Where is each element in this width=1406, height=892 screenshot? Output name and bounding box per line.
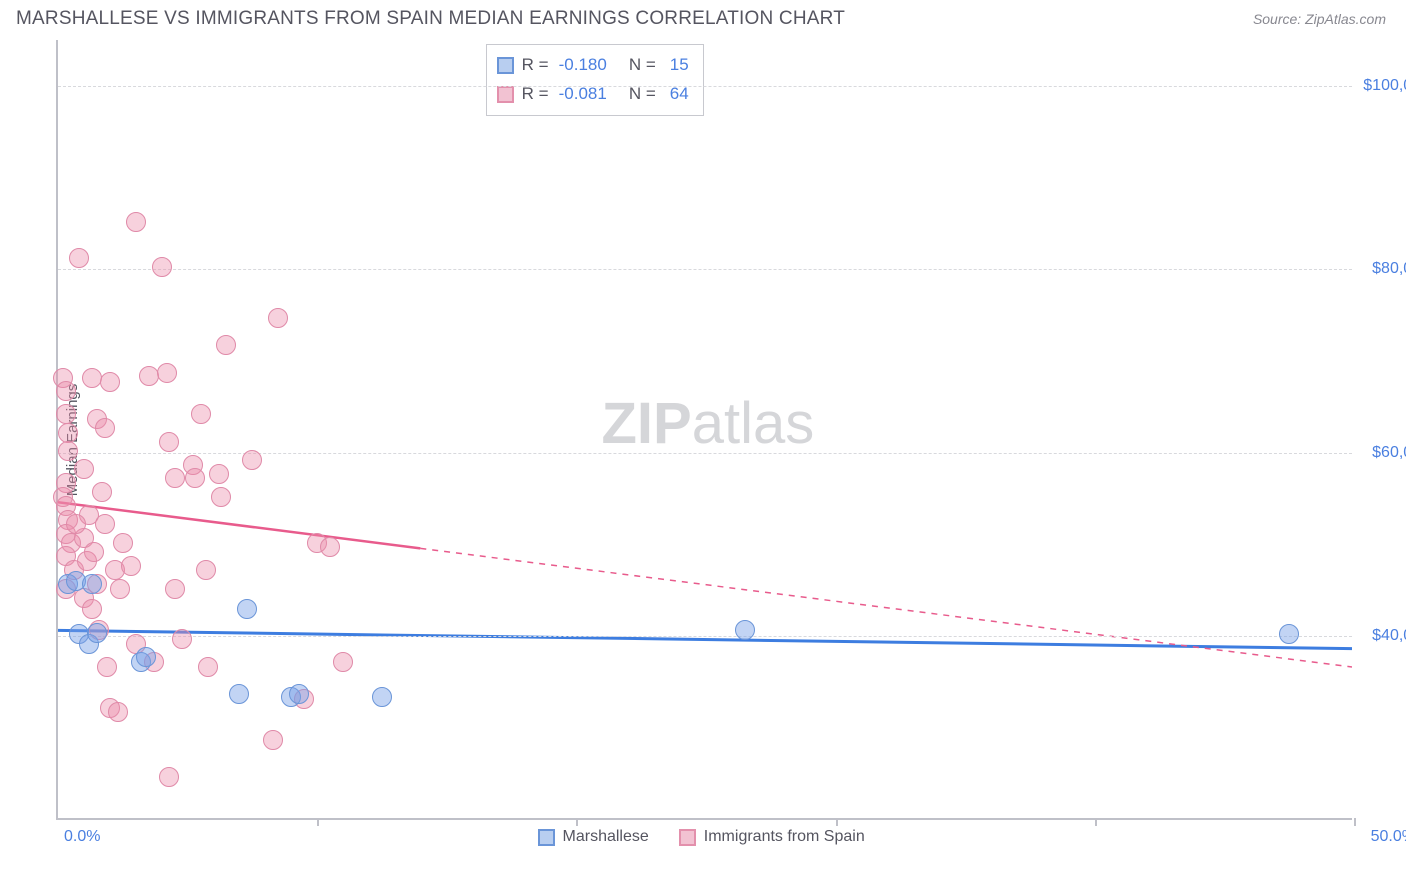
data-point <box>196 560 216 580</box>
data-point <box>211 487 231 507</box>
data-point <box>87 623 107 643</box>
watermark-bold: ZIP <box>601 391 691 456</box>
data-point <box>157 363 177 383</box>
correlation-stats-legend: R = -0.180 N = 15 R = -0.081 N = 64 <box>486 44 704 116</box>
data-point <box>121 556 141 576</box>
legend-swatch <box>679 829 696 846</box>
legend-item: Marshallese <box>538 828 649 846</box>
x-tick <box>1095 818 1097 826</box>
data-point <box>110 579 130 599</box>
data-point <box>198 657 218 677</box>
data-point <box>84 542 104 562</box>
chart-title: MARSHALLESE VS IMMIGRANTS FROM SPAIN MED… <box>16 8 845 30</box>
data-point <box>136 647 156 667</box>
legend-swatch <box>497 57 514 74</box>
data-point <box>82 599 102 619</box>
n-value: 15 <box>670 51 689 80</box>
data-point <box>108 702 128 722</box>
data-point <box>95 514 115 534</box>
data-point <box>237 599 257 619</box>
trend-line-dashed <box>420 548 1352 667</box>
r-label: R = <box>522 80 549 109</box>
data-point <box>139 366 159 386</box>
data-point <box>100 372 120 392</box>
n-value: 64 <box>670 80 689 109</box>
data-point <box>735 620 755 640</box>
data-point <box>185 468 205 488</box>
data-point <box>66 514 86 534</box>
data-point <box>165 579 185 599</box>
data-point <box>56 404 76 424</box>
data-point <box>320 537 340 557</box>
data-point <box>95 418 115 438</box>
data-point <box>229 684 249 704</box>
data-point <box>263 730 283 750</box>
n-label: N = <box>629 51 656 80</box>
x-tick <box>836 818 838 826</box>
x-tick <box>576 818 578 826</box>
data-point <box>113 533 133 553</box>
data-point <box>159 767 179 787</box>
legend-swatch <box>538 829 555 846</box>
data-point <box>216 335 236 355</box>
data-point <box>268 308 288 328</box>
gridline-h <box>58 86 1352 87</box>
data-point <box>289 684 309 704</box>
stats-row: R = -0.180 N = 15 <box>497 51 689 80</box>
data-point <box>333 652 353 672</box>
x-tick <box>1354 818 1356 826</box>
data-point <box>152 257 172 277</box>
watermark: ZIPatlas <box>601 390 814 457</box>
data-point <box>165 468 185 488</box>
data-point <box>69 248 89 268</box>
data-point <box>242 450 262 470</box>
data-point <box>82 368 102 388</box>
r-value: -0.081 <box>559 80 607 109</box>
x-tick <box>317 818 319 826</box>
legend-label: Immigrants from Spain <box>704 828 865 846</box>
source-value: ZipAtlas.com <box>1305 11 1386 27</box>
source-attribution: Source: ZipAtlas.com <box>1253 11 1386 27</box>
source-label: Source: <box>1253 11 1305 27</box>
y-tick-label: $60,000 <box>1372 444 1406 462</box>
data-point <box>172 629 192 649</box>
trend-lines-layer <box>58 40 1352 818</box>
data-point <box>1279 624 1299 644</box>
legend-swatch <box>497 86 514 103</box>
legend-item: Immigrants from Spain <box>679 828 865 846</box>
x-axis-max-label: 50.0% <box>1371 828 1406 846</box>
y-tick-label: $40,000 <box>1372 627 1406 645</box>
chart-header: MARSHALLESE VS IMMIGRANTS FROM SPAIN MED… <box>0 0 1406 34</box>
y-tick-label: $80,000 <box>1372 260 1406 278</box>
gridline-h <box>58 636 1352 637</box>
data-point <box>191 404 211 424</box>
watermark-rest: atlas <box>692 391 815 456</box>
data-point <box>97 657 117 677</box>
stats-row: R = -0.081 N = 64 <box>497 80 689 109</box>
trend-line <box>58 630 1352 648</box>
data-point <box>56 381 76 401</box>
data-point <box>58 423 78 443</box>
data-point <box>126 212 146 232</box>
gridline-h <box>58 269 1352 270</box>
legend-label: Marshallese <box>563 828 649 846</box>
chart-container: Median Earnings ZIPatlas R = -0.180N = 1… <box>50 40 1390 840</box>
series-legend: Marshallese Immigrants from Spain <box>538 828 865 846</box>
data-point <box>92 482 112 502</box>
data-point <box>209 464 229 484</box>
n-label: N = <box>629 80 656 109</box>
data-point <box>372 687 392 707</box>
r-value: -0.180 <box>559 51 607 80</box>
data-point <box>159 432 179 452</box>
y-tick-label: $100,000 <box>1363 77 1406 95</box>
scatter-plot: ZIPatlas R = -0.180 N = 15 R = -0.081 N = 6… <box>56 40 1352 820</box>
data-point <box>74 459 94 479</box>
data-point <box>82 574 102 594</box>
x-axis-min-label: 0.0% <box>64 828 100 846</box>
data-point <box>58 441 78 461</box>
r-label: R = <box>522 51 549 80</box>
